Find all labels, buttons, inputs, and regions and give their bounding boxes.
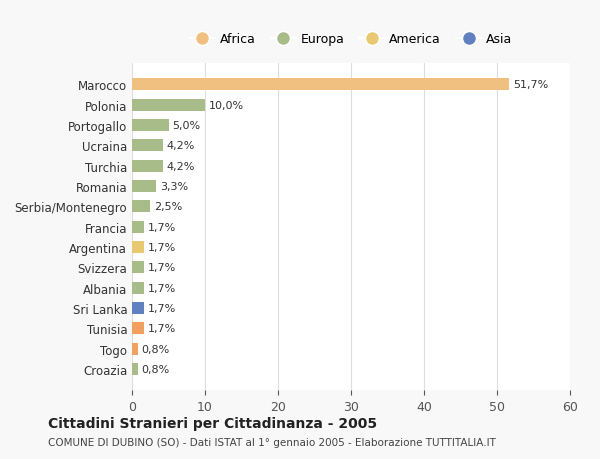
- Text: 4,2%: 4,2%: [166, 162, 194, 171]
- Bar: [132, 180, 156, 193]
- Bar: [132, 99, 205, 112]
- Bar: [132, 221, 145, 233]
- Bar: [132, 160, 163, 173]
- Bar: [132, 363, 138, 375]
- Bar: [132, 201, 150, 213]
- Text: 0,8%: 0,8%: [142, 344, 170, 354]
- Bar: [132, 262, 145, 274]
- Text: 1,7%: 1,7%: [148, 222, 176, 232]
- Text: COMUNE DI DUBINO (SO) - Dati ISTAT al 1° gennaio 2005 - Elaborazione TUTTITALIA.: COMUNE DI DUBINO (SO) - Dati ISTAT al 1°…: [48, 437, 496, 447]
- Bar: [132, 79, 509, 91]
- Text: 4,2%: 4,2%: [166, 141, 194, 151]
- Text: 1,7%: 1,7%: [148, 324, 176, 334]
- Bar: [132, 343, 138, 355]
- Bar: [132, 323, 145, 335]
- Text: 51,7%: 51,7%: [513, 80, 548, 90]
- Legend: Africa, Europa, America, Asia: Africa, Europa, America, Asia: [185, 28, 517, 51]
- Bar: [132, 241, 145, 253]
- Text: 3,3%: 3,3%: [160, 182, 188, 191]
- Text: 1,7%: 1,7%: [148, 263, 176, 273]
- Bar: [132, 282, 145, 294]
- Text: 2,5%: 2,5%: [154, 202, 182, 212]
- Text: 1,7%: 1,7%: [148, 303, 176, 313]
- Text: 10,0%: 10,0%: [209, 101, 244, 111]
- Bar: [132, 302, 145, 314]
- Text: 5,0%: 5,0%: [172, 121, 200, 131]
- Bar: [132, 120, 169, 132]
- Text: Cittadini Stranieri per Cittadinanza - 2005: Cittadini Stranieri per Cittadinanza - 2…: [48, 416, 377, 430]
- Bar: [132, 140, 163, 152]
- Text: 0,8%: 0,8%: [142, 364, 170, 374]
- Text: 1,7%: 1,7%: [148, 242, 176, 252]
- Text: 1,7%: 1,7%: [148, 283, 176, 293]
